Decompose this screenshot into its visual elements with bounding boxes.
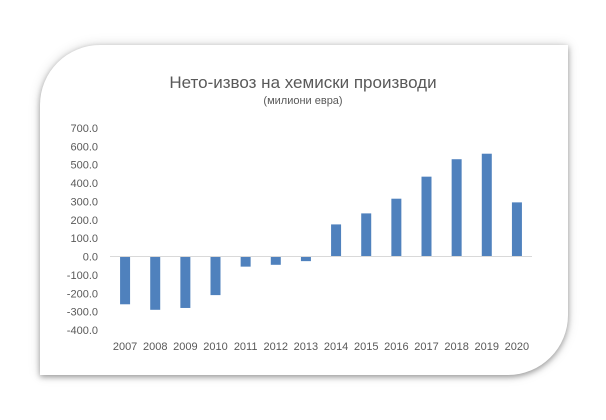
chart-card — [40, 45, 568, 375]
x-tick-label: 2009 — [173, 341, 197, 353]
y-tick-label: 100.0 — [70, 233, 98, 245]
x-tick-label: 2014 — [324, 341, 348, 353]
x-tick-label: 2018 — [444, 341, 468, 353]
bar-2019 — [481, 153, 492, 257]
x-tick-label: 2007 — [113, 341, 137, 353]
y-tick-label: 700.0 — [70, 123, 98, 135]
y-tick-label: 600.0 — [70, 141, 98, 153]
chart-subtitle: (милиони евра) — [263, 95, 343, 107]
bar-2007 — [120, 256, 131, 305]
x-tick-label: 2019 — [475, 341, 499, 353]
bar-2020 — [511, 202, 522, 257]
x-tick-label: 2017 — [414, 341, 438, 353]
x-tick-label: 2011 — [234, 341, 258, 353]
chart-title: Нето-извоз на хемиски производи — [169, 73, 437, 92]
bar-2009 — [180, 256, 191, 308]
bar-2018 — [451, 159, 462, 257]
y-tick-label: 400.0 — [70, 178, 98, 190]
y-axis: 700.0 600.0 500.0 400.0 300.0 200.0 100.0 0.0 -1… — [67, 123, 98, 337]
bar-2008 — [150, 256, 161, 310]
y-tick-label: -200.0 — [67, 288, 98, 300]
y-tick-label: 0.0 — [83, 252, 98, 264]
bar-2016 — [391, 198, 402, 257]
bar-2012 — [270, 256, 281, 265]
bar-2010 — [210, 256, 221, 296]
x-tick-label: 2020 — [505, 341, 529, 353]
x-tick-label: 2013 — [294, 341, 318, 353]
y-tick-label: 200.0 — [70, 215, 98, 227]
x-tick-label: 2008 — [143, 341, 167, 353]
y-tick-label: -300.0 — [67, 307, 98, 319]
y-tick-label: 300.0 — [70, 196, 98, 208]
y-tick-label: 500.0 — [70, 160, 98, 172]
x-axis: 2007 2008 2009 2010 2011 2012 2013 2014 2015 2016… — [113, 341, 529, 353]
bar-2014 — [331, 224, 342, 257]
y-tick-label: -100.0 — [67, 270, 98, 282]
bar-2017 — [421, 176, 432, 257]
x-tick-label: 2012 — [264, 341, 288, 353]
bars — [120, 153, 522, 310]
bar-2013 — [300, 256, 311, 262]
x-tick-label: 2010 — [203, 341, 227, 353]
x-tick-label: 2016 — [384, 341, 408, 353]
x-tick-label: 2015 — [354, 341, 378, 353]
bar-2015 — [361, 213, 372, 257]
bar-2011 — [240, 256, 251, 267]
y-tick-label: -400.0 — [67, 325, 98, 337]
